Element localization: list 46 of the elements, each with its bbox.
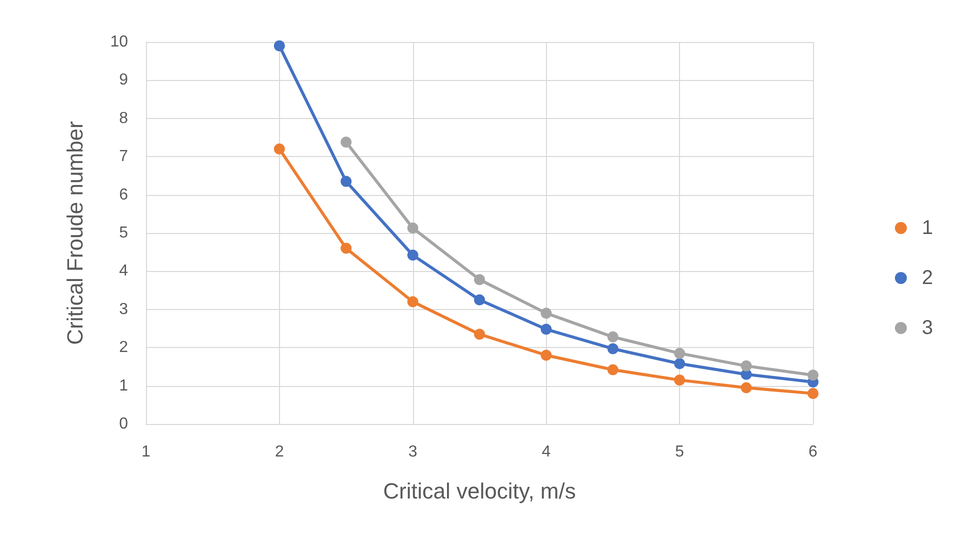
legend-label: 2 (922, 267, 933, 289)
y-tick-label: 7 (119, 148, 128, 166)
point (274, 40, 285, 52)
point (474, 328, 485, 340)
point (674, 358, 686, 370)
x-tick-label: 5 (675, 444, 684, 460)
point (740, 382, 752, 394)
point (474, 294, 485, 306)
x-tick-label: 6 (808, 444, 818, 460)
point (674, 348, 686, 359)
point (540, 308, 552, 319)
x-tick-label: 1 (142, 444, 151, 460)
y-tick-label: 2 (119, 339, 128, 356)
point (740, 360, 752, 372)
point (474, 274, 485, 286)
point (340, 242, 352, 254)
point (340, 136, 352, 148)
point (674, 374, 686, 386)
y-tick-label: 1 (119, 377, 128, 394)
y-tick-label: 4 (119, 262, 128, 280)
point (274, 143, 285, 154)
y-tick-label: 3 (119, 300, 128, 318)
point (607, 343, 618, 354)
point (407, 222, 418, 234)
x-tick-label: 3 (408, 444, 418, 460)
point (407, 296, 418, 308)
point (540, 324, 552, 335)
y-tick-label: 8 (119, 110, 128, 127)
point (808, 370, 818, 381)
point (607, 331, 618, 342)
point (340, 176, 352, 187)
y-tick-label: 6 (119, 186, 128, 204)
y-axis-title: Critical Froude number (62, 121, 88, 345)
x-tick-label: 2 (274, 444, 284, 460)
point (407, 250, 418, 261)
point (808, 388, 818, 399)
y-tick-label: 5 (119, 224, 128, 242)
y-tick-label: 9 (119, 72, 128, 89)
legend-label: 1 (922, 217, 933, 239)
point (540, 350, 552, 361)
x-tick-label: 4 (542, 444, 551, 460)
y-tick-label: 10 (110, 34, 128, 50)
legend-label: 3 (922, 317, 933, 339)
x-axis-title: Critical velocity, m/s (383, 478, 576, 504)
y-tick-label: 0 (119, 416, 128, 432)
point (607, 364, 618, 376)
